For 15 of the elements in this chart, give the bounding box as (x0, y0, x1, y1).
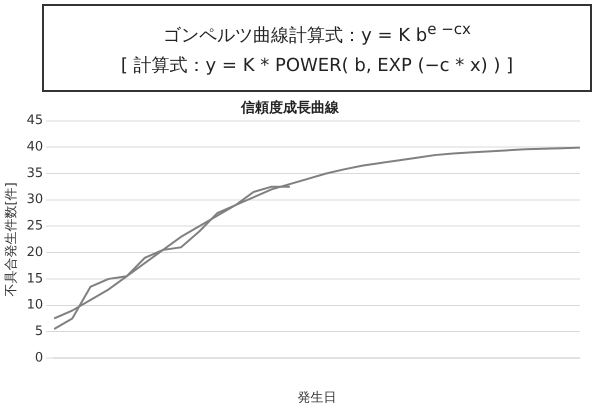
y-tick-label: 10 (26, 298, 44, 313)
y-tick-label: 30 (26, 192, 44, 208)
y-tick-label: 0 (34, 350, 44, 366)
text: [ 計算式：y = K * POWER( b, EXP (−c * x) ) ] (120, 54, 514, 76)
text: ゴンペルツ曲線計算式：y = K b$^{e −cx}$ (163, 20, 471, 46)
y-tick-label: 20 (26, 244, 44, 260)
y-tick-label: 15 (26, 271, 44, 286)
x-axis-title: 発生日 (298, 390, 337, 406)
y-tick-label: 25 (26, 218, 44, 234)
y-tick-label: 35 (26, 166, 44, 181)
y-tick-label: 5 (34, 324, 44, 340)
y-tick-label: 40 (26, 140, 44, 155)
y-axis-title: 不具合発生件数[件] (4, 182, 20, 296)
y-tick-label: 45 (26, 113, 44, 128)
chart-title: 信頼度成長曲線 (240, 99, 340, 116)
